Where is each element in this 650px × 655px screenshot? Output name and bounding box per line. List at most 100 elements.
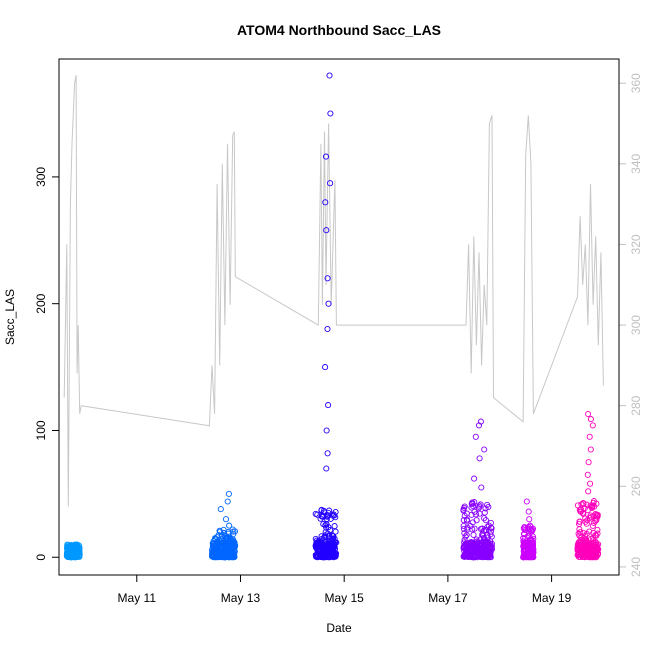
- data-point: [476, 542, 483, 549]
- series-4: [460, 418, 495, 561]
- data-point: [574, 546, 581, 553]
- data-point: [484, 501, 491, 508]
- data-point: [218, 544, 225, 551]
- data-point: [467, 522, 474, 530]
- data-point: [590, 546, 598, 553]
- data-point: [587, 480, 594, 487]
- data-point: [584, 540, 591, 547]
- data-point: [322, 153, 330, 160]
- y2-tick-label: 300: [629, 315, 643, 335]
- series-3: [312, 72, 340, 561]
- data-point: [478, 548, 485, 555]
- data-point: [231, 541, 238, 549]
- data-point: [329, 532, 336, 539]
- data-point: [521, 523, 528, 531]
- y2-tick-label: 360: [629, 73, 643, 93]
- data-point: [312, 510, 319, 517]
- data-point: [525, 540, 532, 547]
- data-point: [312, 552, 320, 559]
- data-point: [325, 512, 332, 519]
- data-point: [526, 516, 533, 523]
- data-point: [594, 530, 601, 537]
- data-point: [578, 501, 585, 508]
- data-point: [584, 471, 591, 478]
- data-point: [326, 545, 333, 552]
- data-point: [585, 410, 592, 418]
- data-point: [478, 552, 485, 559]
- data-point: [332, 508, 339, 516]
- data-point: [469, 500, 476, 507]
- data-point: [323, 427, 330, 434]
- data-point: [323, 227, 330, 234]
- data-point: [576, 520, 583, 528]
- series-2: [208, 490, 239, 561]
- data-point: [472, 433, 479, 440]
- data-point: [523, 498, 530, 505]
- data-point: [583, 520, 590, 527]
- data-point: [323, 465, 330, 472]
- data-point: [460, 525, 467, 533]
- data-point: [213, 539, 220, 546]
- data-point: [327, 546, 334, 553]
- data-point: [522, 525, 529, 532]
- y-axis-label: Sacc_LAS: [3, 289, 17, 345]
- data-point: [318, 553, 325, 561]
- data-point: [225, 490, 232, 497]
- data-point: [580, 510, 587, 517]
- data-point: [585, 459, 592, 466]
- x-tick-label: May 15: [325, 591, 365, 605]
- data-point: [314, 543, 321, 550]
- data-point: [473, 517, 480, 524]
- data-point: [488, 525, 495, 532]
- y2-tick-label: 260: [629, 476, 643, 496]
- data-point: [224, 498, 231, 505]
- data-point: [317, 515, 324, 522]
- data-point: [471, 546, 478, 553]
- data-point: [462, 533, 469, 540]
- data-point: [318, 533, 325, 540]
- plot-frame: [58, 58, 620, 576]
- scatter-points-layer: [63, 72, 602, 561]
- data-point: [577, 529, 584, 536]
- data-point: [576, 550, 583, 557]
- data-point: [590, 545, 597, 552]
- data-point: [477, 418, 484, 425]
- data-point: [594, 526, 601, 533]
- data-point: [481, 446, 488, 453]
- data-point: [521, 527, 529, 534]
- data-point: [591, 503, 598, 510]
- data-point: [460, 517, 467, 524]
- data-point: [226, 522, 233, 529]
- data-point: [461, 503, 468, 510]
- data-point: [218, 551, 225, 558]
- data-point: [322, 199, 329, 206]
- data-point: [589, 522, 596, 529]
- data-point: [72, 548, 79, 556]
- x-tick-label: May 11: [118, 591, 157, 605]
- data-point: [488, 542, 495, 550]
- data-point: [218, 532, 226, 539]
- data-point: [585, 549, 592, 556]
- data-point: [327, 180, 334, 187]
- data-point: [331, 512, 338, 519]
- data-point: [231, 539, 238, 546]
- data-point: [575, 530, 582, 537]
- y-tick-label: 300: [34, 167, 48, 187]
- series-1: [63, 541, 83, 561]
- data-point: [324, 450, 331, 457]
- data-point: [475, 422, 483, 429]
- data-point: [225, 539, 232, 547]
- data-point: [587, 502, 594, 509]
- series-5: [520, 498, 537, 561]
- data-point: [575, 553, 582, 560]
- x-tick-label: May 19: [532, 591, 572, 605]
- data-point: [63, 552, 70, 559]
- data-point: [476, 510, 483, 517]
- data-point: [593, 511, 600, 518]
- data-point: [482, 517, 489, 524]
- chart-title: ATOM4 Northbound Sacc_LAS: [237, 22, 441, 38]
- data-point: [216, 527, 223, 534]
- data-point: [325, 402, 332, 409]
